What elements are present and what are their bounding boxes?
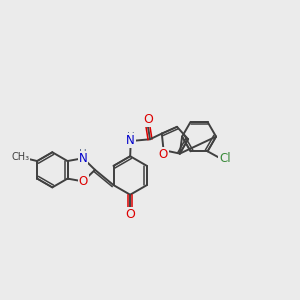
Text: O: O [79, 175, 88, 188]
Text: O: O [143, 113, 153, 127]
Text: H: H [79, 149, 87, 159]
Text: H: H [127, 132, 135, 142]
Text: O: O [125, 208, 135, 221]
Text: CH₃: CH₃ [11, 152, 29, 162]
Text: N: N [79, 152, 88, 165]
Text: N: N [126, 134, 135, 147]
Text: Cl: Cl [219, 152, 231, 166]
Text: O: O [158, 148, 168, 161]
